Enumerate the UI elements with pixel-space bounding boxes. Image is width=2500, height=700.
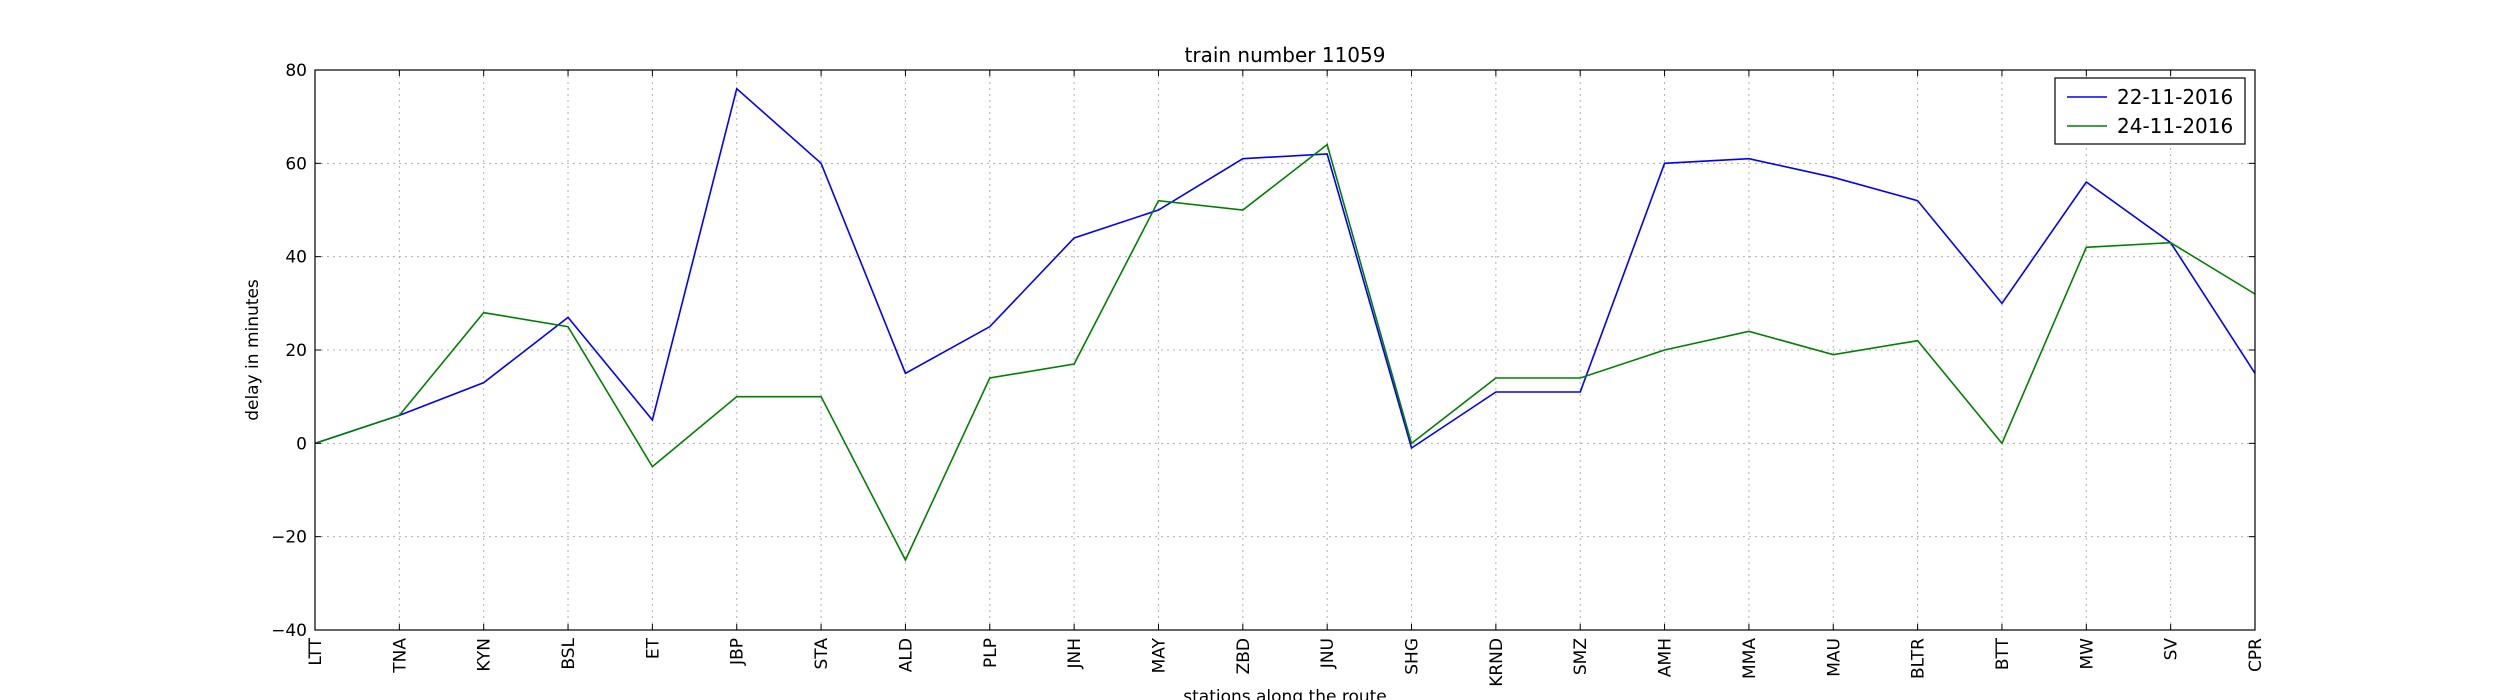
x-tick-label: JBP bbox=[728, 638, 748, 666]
x-tick-label: STA bbox=[812, 638, 832, 670]
tick-layer: LTT TNA KYN BSL ET JBP STA ALD PLP JNH MAY ZBD JNU SH… bbox=[271, 61, 2266, 687]
y-axis-label: delay in minutes bbox=[243, 279, 263, 421]
x-tick-label: SMZ bbox=[1571, 638, 1591, 675]
chart-title: train number 11059 bbox=[1185, 43, 1386, 67]
y-tick-label: 60 bbox=[285, 154, 307, 174]
x-tick-label: BLTR bbox=[1909, 638, 1929, 679]
y-tick-label: 0 bbox=[296, 434, 307, 454]
x-tick-label: SV bbox=[2162, 638, 2182, 661]
x-tick-label: BSL bbox=[559, 637, 579, 669]
x-tick-label: ALD bbox=[896, 638, 916, 672]
x-tick-label: LTT bbox=[306, 637, 326, 665]
x-tick-label: KYN bbox=[475, 638, 495, 672]
y-tick-label: 20 bbox=[285, 341, 307, 361]
grid-layer bbox=[315, 70, 2255, 630]
x-tick-label: ZBD bbox=[1234, 638, 1254, 674]
x-tick-label: JNU bbox=[1318, 638, 1338, 669]
x-tick-label: JNH bbox=[1065, 638, 1085, 670]
x-tick-label: ET bbox=[643, 637, 663, 659]
series-layer bbox=[314, 87, 2256, 562]
legend-box bbox=[2054, 77, 2246, 145]
x-tick-label: SHG bbox=[1403, 638, 1423, 675]
x-tick-label: TNA bbox=[390, 638, 410, 674]
y-tick-label: −20 bbox=[271, 528, 307, 548]
x-tick-label: MW bbox=[2077, 638, 2097, 670]
x-tick-label: AMH bbox=[1656, 638, 1676, 677]
x-tick-label: MAU bbox=[1824, 638, 1844, 677]
y-tick-label: 40 bbox=[285, 248, 307, 268]
x-tick-label: MMA bbox=[1740, 638, 1760, 679]
y-tick-label: 80 bbox=[285, 61, 307, 81]
x-tick-label: KRND bbox=[1487, 638, 1507, 687]
x-tick-label: CPR bbox=[2246, 638, 2266, 672]
legend-label-1: 22-11-2016 bbox=[2117, 85, 2233, 109]
plot-area-frame bbox=[314, 69, 2256, 631]
y-tick-label: −40 bbox=[271, 621, 307, 641]
series-line-1 bbox=[314, 87, 2256, 450]
x-axis-label: stations along the route bbox=[1183, 687, 1387, 700]
legend-label-2: 24-11-2016 bbox=[2117, 114, 2233, 138]
x-tick-label: BTT bbox=[1993, 637, 2013, 670]
x-tick-label: PLP bbox=[981, 638, 1001, 668]
series-line-2 bbox=[314, 143, 2256, 562]
x-tick-label: MAY bbox=[1149, 637, 1169, 673]
legend: 22-11-2016 24-11-2016 bbox=[2054, 77, 2246, 145]
